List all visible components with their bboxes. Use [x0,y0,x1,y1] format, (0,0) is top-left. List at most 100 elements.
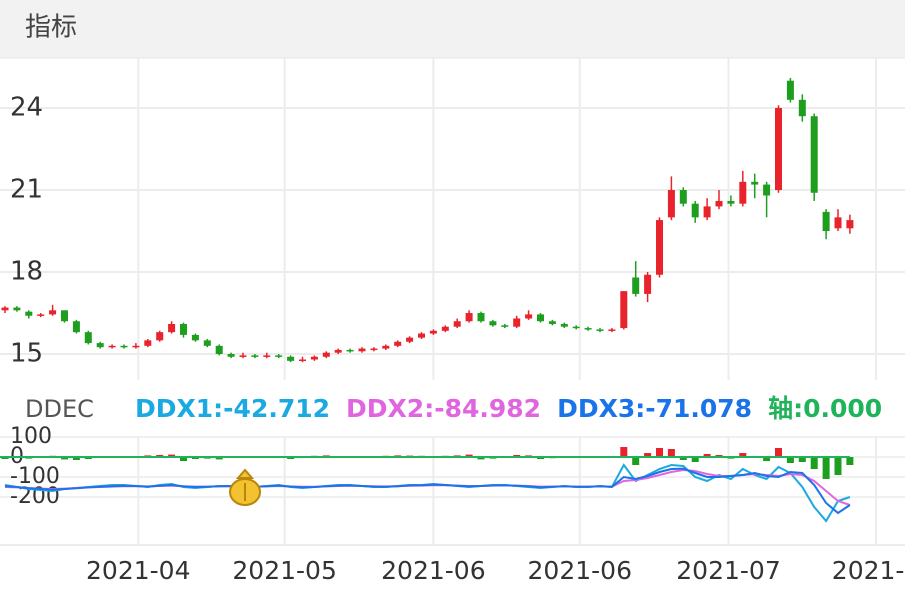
candle-body [275,355,283,357]
indicator-title: DDEC [25,395,94,423]
candle-body [691,203,699,218]
candle-body [322,352,330,357]
y-tick-label: -100 [10,464,60,489]
bar [72,457,80,460]
candle-body [60,310,68,322]
candle-body [191,334,199,341]
candle-body [608,329,616,331]
candle-body [572,326,580,329]
candle-body [846,220,854,229]
candle-body [156,332,164,341]
candle-body [810,116,818,193]
candle-body [560,323,568,327]
candle-body [441,326,449,331]
candle-body [13,307,21,311]
bar [834,457,842,475]
candle-body [49,310,57,315]
candle-body [168,323,176,333]
bar [632,457,640,465]
candle-body [215,345,223,355]
candle-body [287,356,295,361]
candle-body [656,220,664,275]
legend-entry: 轴:0.000 [768,394,882,423]
candle-body [251,355,259,357]
bar [703,454,711,457]
candle-body [179,323,187,335]
candle-body [513,318,521,327]
x-tick-label: 2021-06 [381,556,485,585]
legend-entry: DDX3:-71.078 [557,394,752,423]
candle-body [501,325,509,327]
candle-body [548,321,556,324]
candle-body [144,340,152,346]
y-tick-label: 100 [10,424,52,449]
candle-body [822,211,830,232]
candle-body [334,349,342,353]
candle-body [537,314,545,322]
bar [620,447,628,457]
candle-body [358,348,366,352]
y-tick-label: 24 [10,93,43,123]
candle-body [596,329,604,331]
candle-body [84,332,92,344]
candle-body [25,311,33,316]
candle-body [1,307,9,311]
candle-body [310,356,318,360]
candle-body [37,314,45,316]
bar [775,448,783,457]
candle-body [632,277,640,294]
y-tick-label: 21 [10,175,43,205]
bar [739,453,747,457]
candle-body [489,321,497,326]
candle-body [775,108,783,191]
y-tick-label: 18 [10,257,43,287]
candle-body [727,200,735,204]
candle-body [227,354,235,357]
candle-body [763,184,771,196]
money-icon [229,468,261,506]
candle-body [703,206,711,218]
candle-body [418,333,426,338]
bar [179,457,187,461]
bar [691,457,699,462]
candle-body [394,341,402,346]
candle-body [477,313,485,322]
candle-body [667,190,675,218]
bar [786,457,794,463]
bar [763,457,771,461]
candle-body [239,355,247,357]
candle-body [429,330,437,334]
x-tick-label: 2021-06 [528,556,632,585]
candle-body [96,343,104,348]
bar [667,449,675,457]
candle-body [751,181,759,185]
candle-body [406,337,414,342]
bar [215,457,223,460]
x-tick-label: 2021-0 [832,556,905,585]
bar [798,457,806,462]
x-tick-label: 2021-07 [676,556,780,585]
candle-body [739,181,747,204]
bar [810,457,818,469]
candle-body [263,355,271,357]
header-bar [0,0,905,58]
candle-body [132,345,140,348]
bar [465,454,473,457]
candle-body [346,349,354,352]
candle-body [786,80,794,100]
bar [60,457,68,460]
bar [477,457,485,460]
candle-body [620,291,628,329]
legend-entry: DDX1:-42.712 [135,394,330,423]
candle-body [679,190,687,204]
x-tick-label: 2021-04 [86,556,190,585]
candle-body [644,274,652,294]
bar [846,457,854,465]
candle-body [382,345,390,349]
candle-body [834,217,842,229]
candle-body [120,345,128,348]
candle-body [798,99,806,117]
x-tick-label: 2021-05 [232,556,336,585]
